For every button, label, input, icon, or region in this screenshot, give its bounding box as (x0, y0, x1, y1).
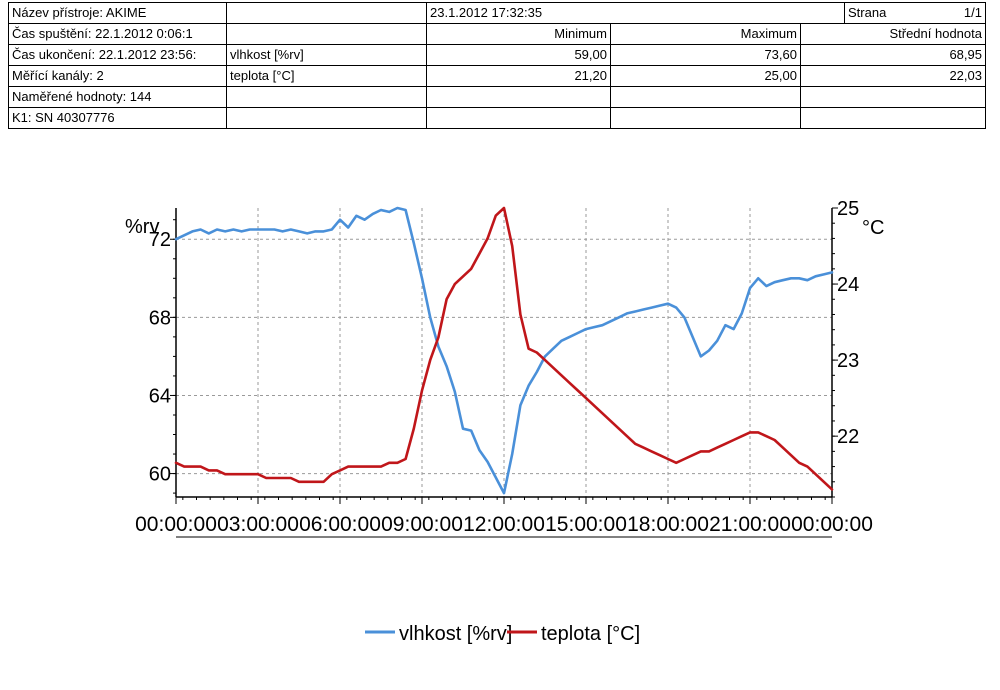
series-line-teplota (174, 206, 834, 491)
table-row: K1: SN 40307776 (8, 107, 986, 129)
table-row: Název přístroje: AKIME 23.1.2012 17:32:3… (8, 2, 986, 24)
info-table: Název přístroje: AKIME 23.1.2012 17:32:3… (8, 2, 986, 129)
y-left-tick-label: 64 (149, 385, 171, 407)
chart-grid (176, 208, 832, 497)
legend-label-vlhkost: vlhkost [%rv] (399, 623, 512, 645)
y-left-tick-label: 60 (149, 464, 171, 486)
page-label: Strana (848, 5, 887, 20)
legend-label-teplota: teplota [°C] (541, 623, 640, 645)
max-value: 73,60 (610, 44, 801, 66)
x-tick-label: 00:00:00 (135, 513, 217, 536)
x-tick-label: 06:00:00 (299, 513, 381, 536)
x-tick-label: 03:00:00 (217, 513, 299, 536)
y-left-tick-label: 68 (149, 307, 171, 329)
x-tick-label: 09:00:00 (381, 513, 463, 536)
table-row: Čas spuštění: 22.1.2012 0:06:1 Minimum M… (8, 23, 986, 45)
page-value: 1/1 (963, 5, 982, 20)
y-left-tick-label: 72 (149, 229, 171, 251)
measured-values: Naměřené hodnoty: 144 (8, 86, 227, 108)
series-line-vlhkost (174, 206, 834, 495)
chart-axes: 00:00:00 03:00:00 06:00:00 09:00:00 12:00:00… (135, 198, 873, 538)
x-tick-label: 18:00:00 (627, 513, 709, 536)
y-right-tick-label: 25 (837, 198, 859, 220)
chart-lines (174, 206, 834, 495)
k1-serial: K1: SN 40307776 (8, 107, 227, 129)
y-left-label: %rv (125, 216, 159, 238)
y-right-tick-label: 24 (837, 274, 859, 296)
x-tick-label: 21:00:00 (709, 513, 791, 536)
start-time: Čas spuštění: 22.1.2012 0:06:1 (8, 23, 227, 45)
table-row: Naměřené hodnoty: 144 (8, 86, 986, 108)
y-right-label: °C (862, 217, 884, 239)
y-right-tick-label: 23 (837, 350, 859, 372)
x-tick-label: 00:00:00 (791, 513, 873, 536)
col-maximum: Maximum (610, 23, 801, 45)
table-row: Měřící kanály: 2 teplota [°C] 21,20 25,0… (8, 65, 986, 87)
legend: vlhkost [%rv] teplota [°C] (365, 623, 640, 645)
x-tick-label: 12:00:00 (463, 513, 545, 536)
y-right-tick-label: 22 (837, 426, 859, 448)
x-tick-label: 15:00:00 (545, 513, 627, 536)
